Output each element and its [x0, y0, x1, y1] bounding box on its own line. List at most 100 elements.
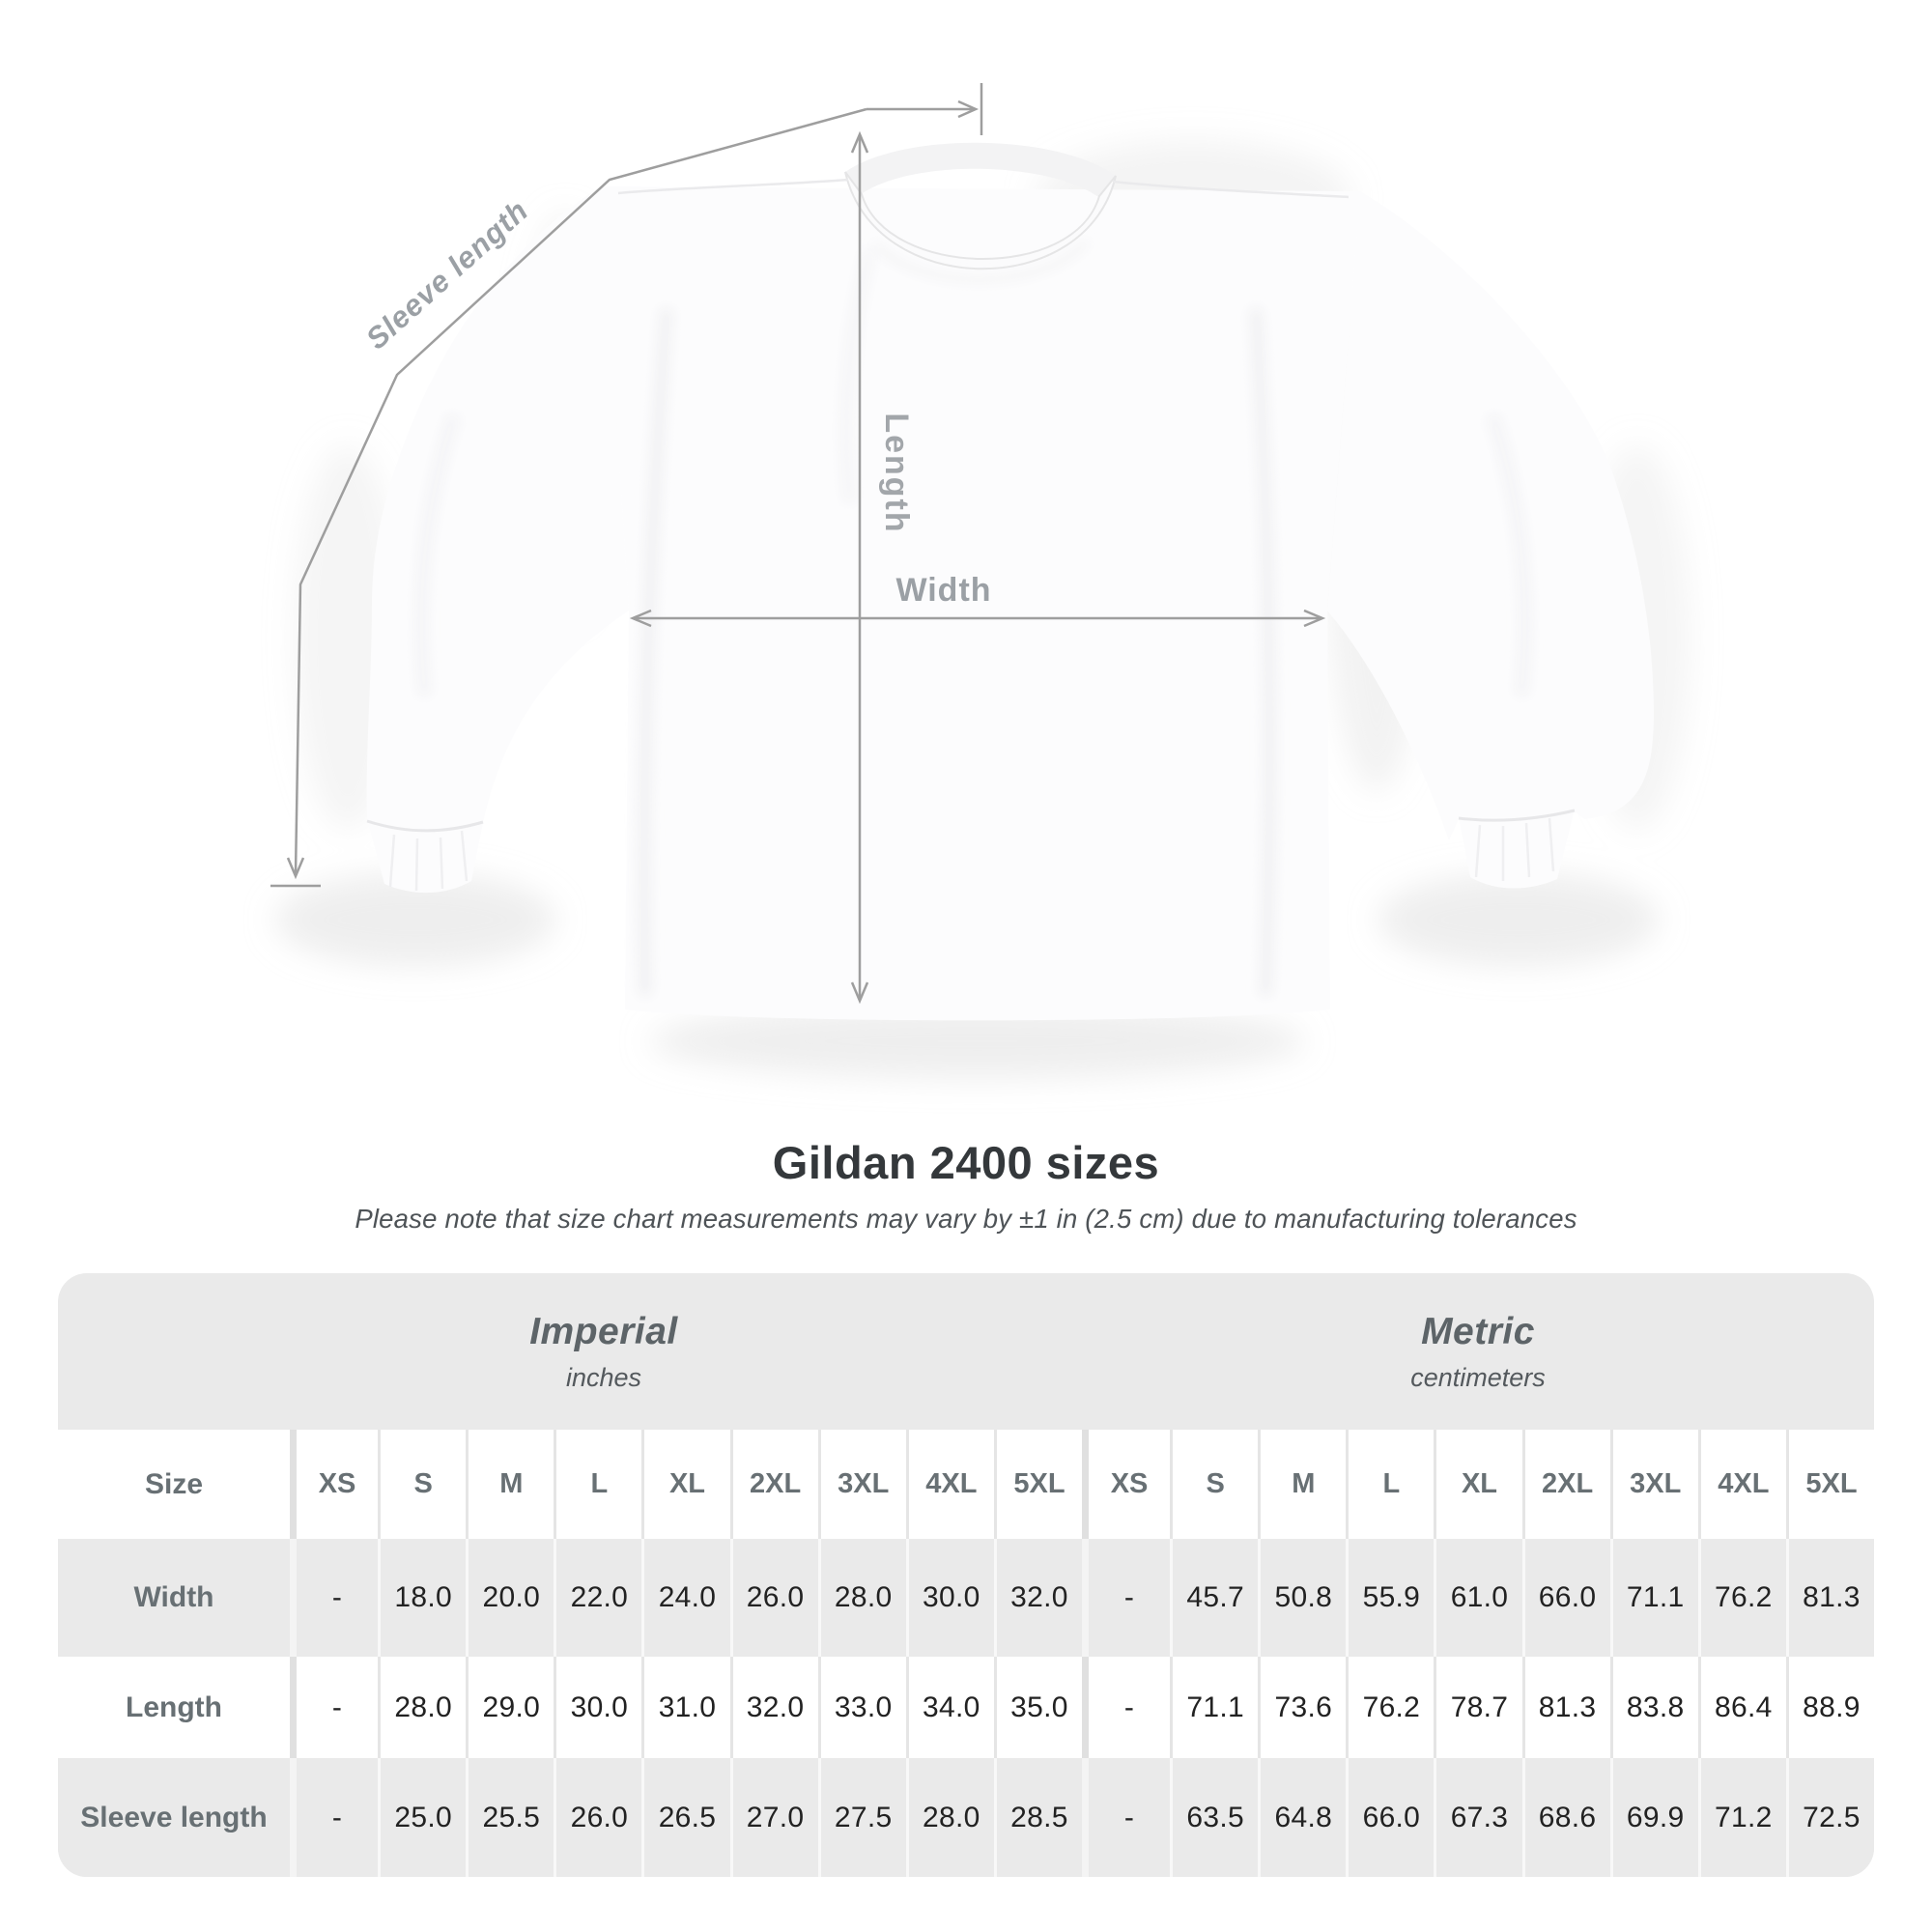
value-cell: -	[290, 1539, 379, 1657]
length-label: Length	[878, 412, 915, 533]
value-cell: 67.3	[1434, 1758, 1522, 1877]
value-cell: 66.0	[1346, 1758, 1435, 1877]
page-title: Gildan 2400 sizes	[772, 1137, 1160, 1188]
size-col: L	[554, 1430, 642, 1539]
size-col: S	[378, 1430, 467, 1539]
value-cell: 69.9	[1609, 1758, 1698, 1877]
value-cell: 73.6	[1258, 1657, 1347, 1758]
size-col: S	[1170, 1430, 1259, 1539]
value-cell: 18.0	[378, 1539, 467, 1657]
arrow-down-icon	[286, 857, 305, 880]
width-label: Width	[895, 572, 991, 609]
value-cell: 28.0	[817, 1539, 906, 1657]
value-cell: 83.8	[1609, 1657, 1698, 1758]
arrow-right-icon	[957, 99, 980, 119]
value-cell: 27.0	[729, 1758, 818, 1877]
cuff-ribs	[388, 817, 1555, 892]
size-col: 3XL	[1609, 1430, 1698, 1539]
size-col: 2XL	[1521, 1430, 1610, 1539]
value-cell: 27.5	[817, 1758, 906, 1877]
size-col: M	[1258, 1430, 1347, 1539]
value-cell: 81.3	[1521, 1657, 1610, 1758]
value-cell: 45.7	[1170, 1539, 1259, 1657]
arrow-down-icon	[850, 981, 869, 1005]
value-cell: 72.5	[1785, 1758, 1874, 1877]
fabric-folds	[414, 249, 1532, 996]
value-cell: 29.0	[466, 1657, 554, 1758]
value-cell: 30.0	[554, 1657, 642, 1758]
value-cell: 71.1	[1609, 1539, 1698, 1657]
sleeve-length-dimension	[270, 83, 983, 888]
value-cell: 26.5	[641, 1758, 730, 1877]
value-cell: 28.0	[378, 1657, 467, 1758]
imperial-unit: inches	[565, 1362, 642, 1392]
value-cell: 25.0	[378, 1758, 467, 1877]
size-col: XS	[290, 1430, 379, 1539]
row-label-width: Width	[58, 1539, 290, 1657]
metric-section-header: Metric centimeters	[1082, 1273, 1874, 1430]
value-cell: 30.0	[905, 1539, 994, 1657]
size-col: 4XL	[905, 1430, 994, 1539]
value-cell: 71.1	[1170, 1657, 1259, 1758]
size-col: XL	[641, 1430, 730, 1539]
collar	[845, 142, 1116, 199]
value-cell: 64.8	[1258, 1758, 1347, 1877]
shirt-diagram: Sleeve length Length Width	[270, 83, 1690, 1078]
metric-title: Metric	[1421, 1310, 1535, 1352]
value-cell: 26.0	[554, 1758, 642, 1877]
metric-unit: centimeters	[1410, 1362, 1546, 1392]
value-cell: 71.2	[1697, 1758, 1786, 1877]
value-cell: 24.0	[641, 1539, 730, 1657]
size-col: XL	[1434, 1430, 1522, 1539]
size-header: Size	[58, 1430, 290, 1539]
value-cell: 78.7	[1434, 1657, 1522, 1758]
value-cell: 20.0	[466, 1539, 554, 1657]
value-cell: -	[290, 1657, 379, 1758]
value-cell: 61.0	[1434, 1539, 1522, 1657]
value-cell: 33.0	[817, 1657, 906, 1758]
value-cell: 66.0	[1521, 1539, 1610, 1657]
size-col: 5XL	[1785, 1430, 1874, 1539]
value-cell: 76.2	[1697, 1539, 1786, 1657]
size-col: 2XL	[729, 1430, 818, 1539]
size-col: 3XL	[817, 1430, 906, 1539]
size-col: M	[466, 1430, 554, 1539]
value-cell: 68.6	[1521, 1758, 1610, 1877]
value-cell: 35.0	[993, 1657, 1082, 1758]
page-subtitle: Please note that size chart measurements…	[355, 1204, 1577, 1234]
value-cell: 28.0	[905, 1758, 994, 1877]
value-cell: 50.8	[1258, 1539, 1347, 1657]
imperial-title: Imperial	[529, 1310, 678, 1352]
value-cell: 55.9	[1346, 1539, 1435, 1657]
value-cell: 32.0	[729, 1657, 818, 1758]
imperial-section-header: Imperial inches	[58, 1273, 1082, 1430]
value-cell: -	[1082, 1758, 1171, 1877]
size-col: XS	[1082, 1430, 1171, 1539]
shirt-illustration	[366, 142, 1654, 1021]
size-col: 4XL	[1697, 1430, 1786, 1539]
value-cell: 76.2	[1346, 1657, 1435, 1758]
value-cell: 26.0	[729, 1539, 818, 1657]
width-dimension	[629, 609, 1326, 628]
value-cell: 31.0	[641, 1657, 730, 1758]
size-table: Imperial inches Metric centimeters Size …	[58, 1273, 1874, 1877]
row-label-length: Length	[58, 1657, 290, 1758]
arrow-up-icon	[850, 130, 869, 154]
value-cell: 22.0	[554, 1539, 642, 1657]
value-cell: 34.0	[905, 1657, 994, 1758]
value-cell: -	[1082, 1539, 1171, 1657]
value-cell: 28.5	[993, 1758, 1082, 1877]
value-cell: 63.5	[1170, 1758, 1259, 1877]
value-cell: 81.3	[1785, 1539, 1874, 1657]
value-cell: 25.5	[466, 1758, 554, 1877]
value-cell: -	[1082, 1657, 1171, 1758]
dimension-lines	[270, 83, 1326, 1005]
value-cell: 86.4	[1697, 1657, 1786, 1758]
value-cell: 32.0	[993, 1539, 1082, 1657]
size-col: L	[1346, 1430, 1435, 1539]
length-dimension	[850, 130, 869, 1005]
value-cell: -	[290, 1758, 379, 1877]
size-col: 5XL	[993, 1430, 1082, 1539]
row-label-sleeve-length: Sleeve length	[58, 1758, 290, 1877]
